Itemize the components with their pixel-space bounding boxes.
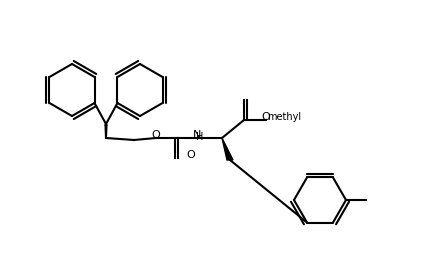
Text: methyl: methyl	[267, 112, 301, 122]
Polygon shape	[222, 138, 233, 160]
Text: O: O	[262, 112, 270, 122]
Text: O: O	[186, 150, 195, 160]
Text: O: O	[151, 130, 161, 140]
Text: H: H	[196, 132, 204, 142]
Text: N: N	[193, 130, 201, 140]
